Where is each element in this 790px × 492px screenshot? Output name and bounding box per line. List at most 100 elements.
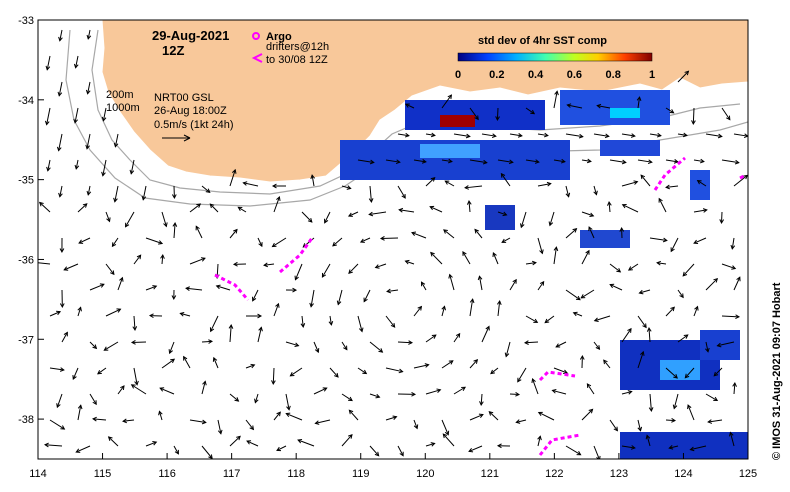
current-arrow: [579, 354, 585, 369]
current-arrow: [580, 289, 595, 299]
y-tick-label: -33: [18, 15, 34, 27]
current-arrow: [479, 393, 484, 407]
current-arrow: [379, 236, 399, 241]
current-arrow: [525, 159, 540, 164]
current-arrow: [586, 383, 595, 395]
x-tick-label: 120: [416, 468, 434, 480]
current-arrow: [444, 180, 455, 187]
current-arrow: [609, 283, 623, 291]
current-arrow: [385, 159, 401, 165]
current-arrow: [273, 411, 281, 421]
current-arrow: [242, 181, 259, 187]
current-arrow: [469, 298, 475, 317]
current-arrow: [59, 237, 65, 254]
current-arrow: [442, 433, 455, 447]
current-arrow: [75, 445, 91, 453]
current-arrow: [229, 168, 237, 187]
current-arrow: [693, 208, 708, 213]
current-arrow: [117, 276, 124, 291]
current-arrow: [86, 29, 92, 40]
current-arrow: [531, 377, 539, 395]
current-arrow: [581, 158, 592, 164]
current-arrow: [517, 367, 527, 383]
current-arrow: [733, 174, 748, 187]
current-arrow: [74, 159, 80, 170]
current-arrow: [537, 435, 542, 447]
current-arrow: [103, 341, 119, 351]
current-arrow: [464, 185, 483, 190]
current-arrow: [492, 251, 499, 265]
current-arrow: [56, 393, 63, 409]
legend-drifters-line1: drifters@12h: [266, 41, 329, 53]
current-arrow: [145, 237, 164, 245]
current-arrow: [101, 159, 107, 177]
current-arrow: [185, 286, 203, 291]
current-arrow: [105, 211, 111, 223]
current-arrow: [411, 231, 427, 239]
current-arrow: [328, 315, 334, 326]
current-arrow: [537, 181, 552, 187]
current-arrow: [72, 367, 79, 380]
current-arrow: [397, 340, 414, 345]
current-arrow: [665, 184, 679, 190]
current-arrow: [245, 363, 256, 369]
current-arrow: [271, 367, 276, 386]
current-arrow: [593, 315, 611, 323]
current-arrow: [707, 419, 723, 424]
current-arrow: [721, 263, 737, 270]
current-arrow: [61, 331, 68, 343]
current-arrow: [246, 440, 259, 447]
current-arrow: [565, 228, 578, 239]
current-arrow: [105, 263, 115, 276]
current-arrow: [668, 445, 679, 450]
current-arrow: [148, 313, 163, 319]
current-arrow: [413, 419, 419, 430]
sst-patches: [340, 90, 748, 459]
current-arrow: [441, 305, 446, 317]
current-arrow: [336, 289, 343, 306]
plot-frame: [37, 19, 749, 460]
current-arrow: [469, 413, 484, 421]
current-arrow: [665, 367, 678, 379]
current-arrow: [397, 445, 404, 457]
current-arrow: [289, 367, 303, 377]
current-arrow: [359, 237, 371, 243]
current-arrow: [77, 203, 88, 213]
current-arrow: [705, 277, 719, 291]
current-arrow: [85, 81, 91, 95]
current-arrow: [232, 261, 247, 267]
current-arrow: [201, 380, 207, 395]
current-arrow: [309, 289, 315, 308]
current-arrow: [466, 200, 472, 213]
current-arrow: [217, 419, 223, 435]
current-arrow: [696, 180, 707, 187]
x-tick-label: 124: [674, 468, 692, 480]
current-arrow: [105, 308, 122, 317]
current-arrow: [525, 315, 539, 323]
current-arrow: [130, 340, 147, 345]
colorbar-tick-label: 1: [649, 69, 655, 81]
y-tick-label: -38: [18, 414, 34, 426]
current-arrow: [565, 289, 581, 301]
current-arrow: [448, 273, 455, 291]
current-arrow: [168, 341, 175, 355]
current-arrow: [369, 393, 381, 399]
current-arrow: [730, 237, 736, 250]
current-arrow: [348, 263, 359, 275]
current-arrow: [693, 158, 705, 164]
current-arrow: [385, 315, 396, 328]
current-arrow: [607, 201, 612, 213]
drifter-tracks: [214, 156, 747, 456]
current-arrow: [117, 385, 125, 395]
current-arrow: [649, 132, 662, 138]
current-arrow: [705, 393, 719, 402]
legend-argo: Argo: [266, 31, 292, 43]
current-arrow: [553, 367, 569, 374]
current-vectors: [38, 29, 748, 459]
current-arrow: [593, 133, 610, 139]
current-arrow: [89, 283, 105, 291]
current-arrow: [645, 434, 651, 447]
current-arrow: [58, 185, 63, 198]
current-arrow: [497, 211, 508, 217]
